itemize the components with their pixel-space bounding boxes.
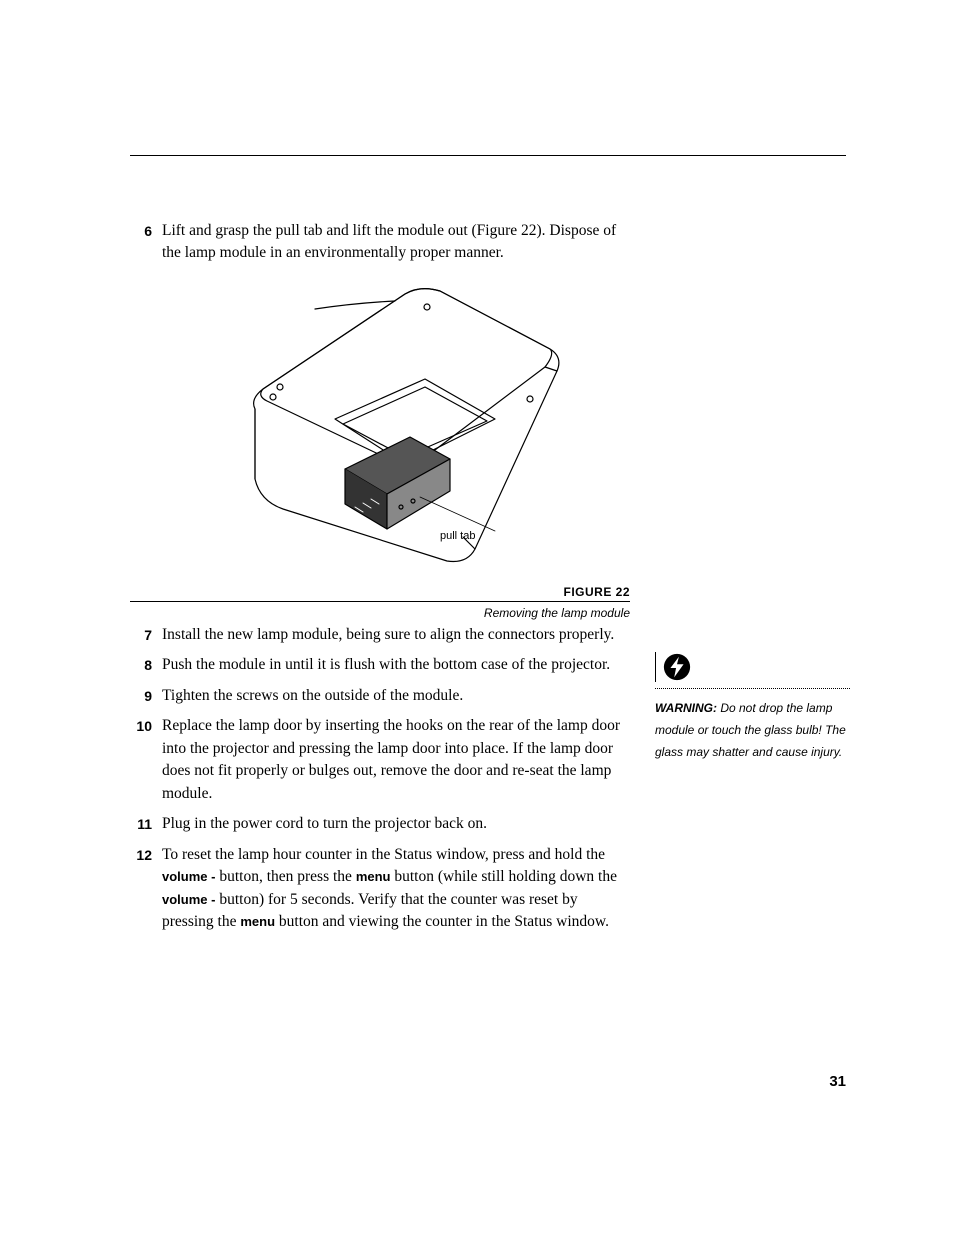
- step-number: 11: [130, 813, 162, 835]
- button-ref-volume-minus: volume -: [162, 869, 215, 884]
- step-number: 6: [130, 220, 162, 265]
- icon-divider: [655, 652, 656, 682]
- step-text: Install the new lamp module, being sure …: [162, 624, 630, 646]
- step-6: 6 Lift and grasp the pull tab and lift t…: [130, 220, 630, 265]
- warning-label: WARNING:: [655, 701, 717, 715]
- step-number: 9: [130, 685, 162, 707]
- step-number: 8: [130, 654, 162, 676]
- step-8: 8 Push the module in until it is flush w…: [130, 654, 630, 676]
- text-fragment: button and viewing the counter in the St…: [275, 913, 609, 930]
- text-fragment: To reset the lamp hour counter in the St…: [162, 846, 605, 863]
- figure-rule: [130, 601, 630, 602]
- step-12: 12 To reset the lamp hour counter in the…: [130, 844, 630, 934]
- figure-22: pull tab FIGURE 22 Removing the lamp mod…: [130, 279, 630, 620]
- button-ref-menu: menu: [356, 869, 391, 884]
- figure-caption-block: FIGURE 22 Removing the lamp module: [130, 585, 630, 620]
- step-text: To reset the lamp hour counter in the St…: [162, 844, 630, 934]
- step-10: 10 Replace the lamp door by inserting th…: [130, 715, 630, 805]
- warning-text: WARNING: Do not drop the lamp module or …: [655, 697, 850, 764]
- step-text: Replace the lamp door by inserting the h…: [162, 715, 630, 805]
- step-text: Push the module in until it is flush wit…: [162, 654, 630, 676]
- page-number: 31: [829, 1073, 846, 1090]
- step-7: 7 Install the new lamp module, being sur…: [130, 624, 630, 646]
- step-11: 11 Plug in the power cord to turn the pr…: [130, 813, 630, 835]
- step-text: Lift and grasp the pull tab and lift the…: [162, 220, 630, 265]
- main-column: 6 Lift and grasp the pull tab and lift t…: [130, 220, 630, 942]
- text-fragment: button, then press the: [215, 868, 355, 885]
- step-number: 10: [130, 715, 162, 805]
- step-number: 7: [130, 624, 162, 646]
- step-9: 9 Tighten the screws on the outside of t…: [130, 685, 630, 707]
- figure-caption: Removing the lamp module: [130, 606, 630, 620]
- button-ref-volume-minus: volume -: [162, 892, 215, 907]
- button-ref-menu: menu: [240, 914, 275, 929]
- sidebar-warning: WARNING: Do not drop the lamp module or …: [655, 652, 850, 764]
- dotted-rule: [655, 688, 850, 689]
- step-number: 12: [130, 844, 162, 934]
- pull-tab-label: pull tab: [440, 530, 475, 542]
- step-text: Tighten the screws on the outside of the…: [162, 685, 630, 707]
- figure-number: FIGURE 22: [130, 585, 630, 599]
- projector-diagram: [195, 279, 565, 579]
- warning-icon-row: [655, 652, 850, 682]
- step-text: Plug in the power cord to turn the proje…: [162, 813, 630, 835]
- text-fragment: button (while still holding down the: [390, 868, 616, 885]
- header-rule: [130, 155, 846, 156]
- lightning-icon: [662, 652, 692, 682]
